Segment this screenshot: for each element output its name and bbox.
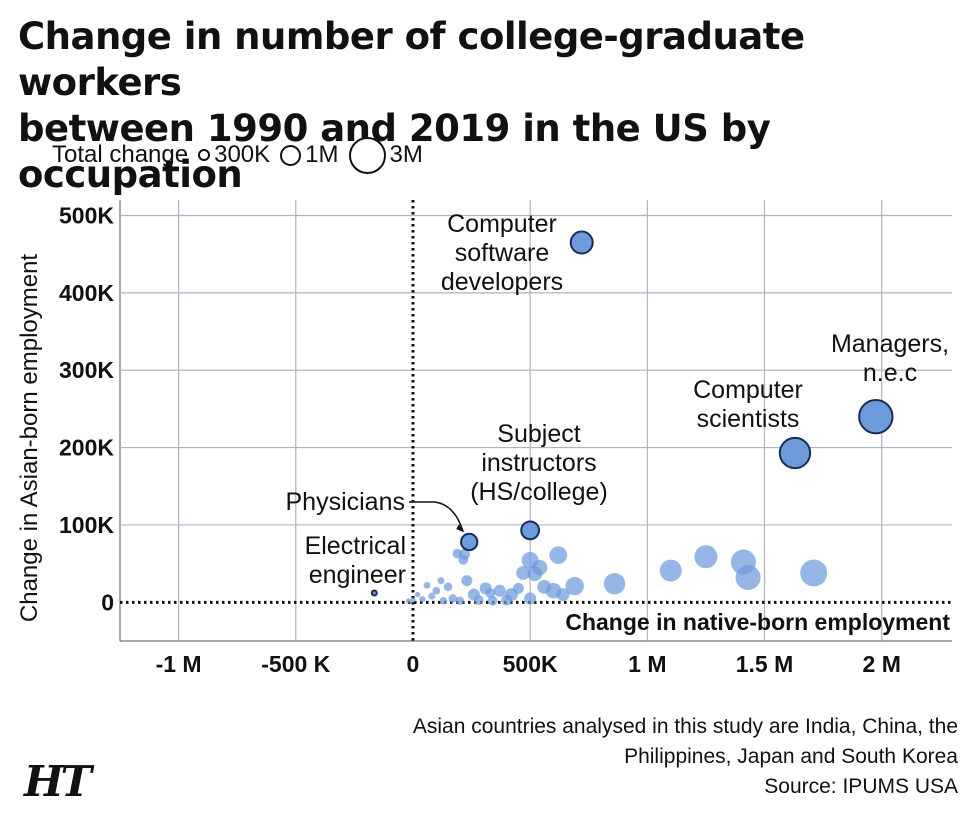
legend-circle-1m [280,144,302,166]
labeled-bubble [370,589,378,597]
x-tick-label: 1 M [628,651,666,677]
size-legend: Total change 300K 1M 3M [52,136,433,174]
occupation-bubble [512,582,524,594]
occupation-bubble [461,575,473,587]
x-tick-label: -1 M [156,651,202,677]
annotation-label: Electrical [305,532,406,560]
annotation-label: n.e.c [863,359,917,387]
annotation-label: Computer [447,210,557,238]
annotation-label: Computer [693,376,803,404]
occupation-bubble [439,596,448,605]
annotation-label: software [455,239,549,267]
occupation-bubble [549,546,568,564]
occupation-bubble [458,554,469,565]
source-line: Source: IPUMS USA [764,775,958,798]
occupation-bubble [448,594,458,603]
occupation-bubble [437,577,445,585]
legend-item-300k: 300K [198,141,270,169]
annotation-label: scientists [697,405,800,433]
occupation-bubble [556,588,570,602]
occupation-bubble [493,584,506,597]
labeled-bubble [778,436,812,470]
occupation-bubble [423,581,431,589]
x-tick-label: -500 K [261,651,330,677]
occupation-bubble [659,559,682,582]
physicians-leader-line [409,501,464,533]
occupation-bubble [603,573,626,595]
footnote-line-1: Asian countries analysed in this study a… [412,715,958,738]
x-axis-label: Change in native-born employment [565,609,950,635]
y-tick-label: 400K [59,280,114,306]
occupation-bubble [428,592,436,600]
annotation-label: engineer [309,561,406,589]
y-tick-label: 500K [59,202,114,228]
y-axis-label: Change in Asian-born employment [16,254,43,623]
occupation-bubble [537,579,552,594]
legend-label: Total change [52,141,189,168]
annotation-label: instructors [481,449,596,477]
occupation-bubble [419,596,426,603]
occupation-bubble [432,586,441,595]
occupation-bubble [485,588,496,598]
occupation-bubble [501,594,513,606]
labeled-bubble [858,398,894,435]
x-tick-label: 500K [503,651,558,677]
ht-logo: HT [24,757,92,806]
labeled-bubble [460,532,479,552]
legend-item-label: 300K [214,141,271,168]
occupation-bubble [487,595,498,606]
occupation-bubble [414,591,421,598]
annotation-label: Subject [497,420,580,448]
y-tick-label: 200K [59,435,114,461]
occupation-bubble [452,548,463,559]
y-tick-label: 300K [59,357,114,383]
legend-item-1m: 1M [280,141,339,169]
annotation-label: Managers, [831,330,949,358]
legend-item-label: 3M [389,141,423,168]
legend-item-label: 1M [305,141,339,168]
annotation-label: Physicians [286,488,406,516]
x-tick-label: 0 [407,651,420,677]
footnote-line-2: Philippines, Japan and South Korea [624,745,958,768]
occupation-bubble [455,596,465,606]
footnote: Asian countries analysed in this study a… [398,712,958,802]
occupation-bubble [443,582,453,592]
occupation-bubble [730,549,756,575]
chart-title-line-1: Change in number of college-graduate wor… [18,15,805,104]
annotation-label: developers [441,268,563,296]
occupation-bubble [473,595,484,605]
y-tick-label: 0 [101,589,114,615]
occupation-bubble [516,565,531,580]
legend-circle-3m [348,136,386,174]
labeled-bubble [569,230,594,255]
occupation-bubble [565,576,584,596]
annotation-label: (HS/college) [470,478,608,506]
occupation-bubble [800,559,828,587]
occupation-bubble [410,597,416,603]
x-tick-label: 1.5 M [736,651,794,677]
x-tick-label: 2 M [863,651,901,677]
labeled-bubble [520,520,541,541]
physicians-leader-arrowhead [456,523,464,532]
occupation-bubble [527,566,543,582]
legend-item-3m: 3M [348,136,423,174]
occupation-bubble [694,545,718,569]
y-tick-label: 100K [59,512,114,538]
occupation-bubble [405,598,411,604]
legend-circle-300k [198,149,211,161]
occupation-bubble [524,592,537,605]
